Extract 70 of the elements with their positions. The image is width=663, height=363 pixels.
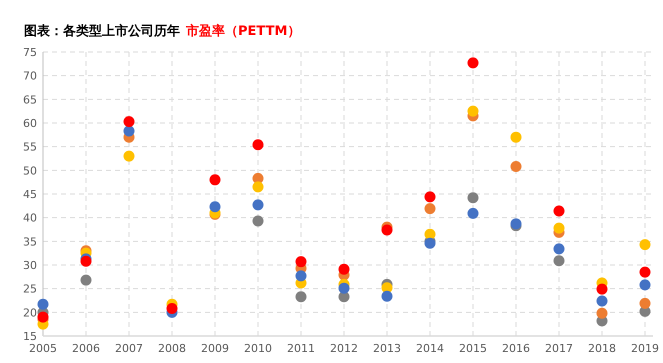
point [382,290,392,302]
x-tick-label: 2005 [29,342,57,355]
point [468,57,478,68]
point [382,224,392,236]
y-tick-label: 65 [23,93,37,106]
x-tick-label: 2015 [459,342,487,355]
point [554,255,564,266]
point [554,206,564,217]
point [424,191,436,202]
y-tick-label: 45 [23,188,37,201]
point [596,284,608,295]
y-tick-label: 70 [23,70,37,83]
point [124,126,134,137]
point [166,303,178,314]
x-tick-label: 2008 [158,342,186,355]
point [640,279,650,290]
point [596,295,608,306]
chart-title: 图表：各类型上市公司历年 [24,23,180,39]
point [468,106,478,117]
point [424,228,436,240]
y-tick-label: 50 [23,164,37,178]
point [596,308,608,319]
x-tick-label: 2009 [201,342,229,355]
x-tick-label: 2016 [502,342,530,355]
point [468,208,478,219]
point [640,239,650,250]
point [124,116,134,128]
y-tick-label: 25 [23,282,37,296]
y-tick-label: 60 [23,117,37,130]
x-tick-label: 2018 [588,342,616,355]
x-tick-label: 2019 [631,342,659,355]
y-tick-label: 55 [23,140,37,154]
point [338,264,350,275]
point [296,291,306,302]
point [38,298,48,310]
chart-subtitle: 市盈率（PETTM） [185,23,300,39]
point [296,256,306,268]
point [510,132,522,143]
point [554,222,564,234]
y-tick-label: 15 [23,330,37,343]
point [296,270,306,282]
point [424,203,436,214]
point [124,150,134,162]
x-tick-label: 2010 [244,342,272,355]
x-tick-label: 2017 [545,342,573,355]
point [252,181,264,192]
x-tick-label: 2013 [373,342,401,355]
point [210,174,220,186]
y-tick-label: 75 [23,46,37,59]
point [338,282,350,294]
point [468,192,478,204]
y-tick-label: 20 [23,306,37,320]
x-tick-label: 2007 [115,342,143,355]
x-tick-label: 2014 [416,342,444,355]
x-tick-label: 2011 [287,342,315,355]
x-tick-label: 2006 [72,342,100,355]
point [252,199,264,210]
y-tick-label: 35 [23,235,37,248]
point [640,266,650,278]
point [510,161,522,172]
y-tick-label: 30 [23,259,37,272]
point [640,298,650,309]
point [252,139,264,150]
point [80,274,92,286]
point [80,256,92,267]
point [252,215,264,226]
x-tick-label: 2012 [330,342,358,355]
point [554,243,564,254]
point [210,201,220,212]
y-tick-label: 40 [23,212,37,225]
